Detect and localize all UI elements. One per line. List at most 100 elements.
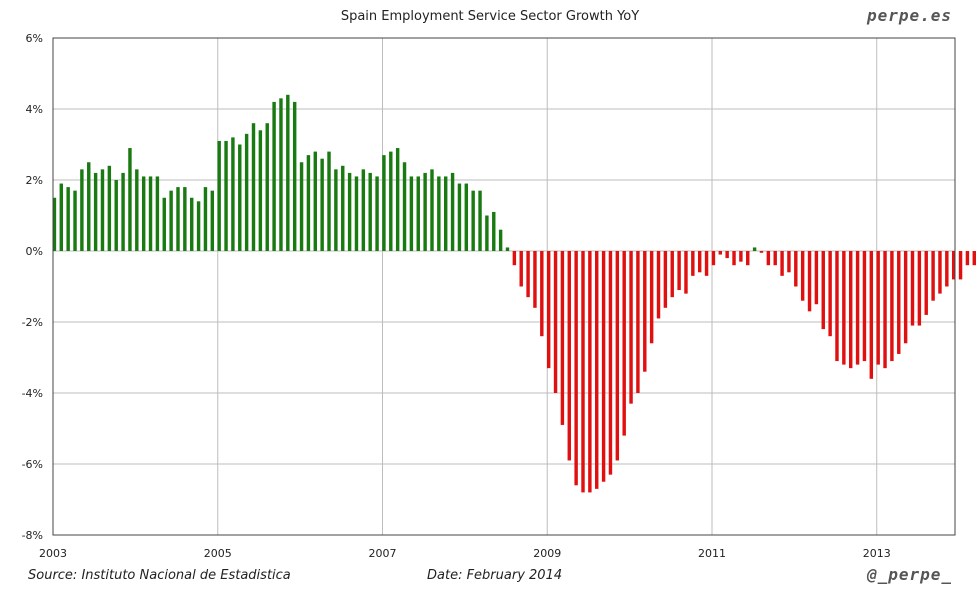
- bar: [821, 251, 825, 330]
- bar: [361, 169, 366, 251]
- bar: [347, 172, 352, 251]
- x-tick-label: 2013: [863, 547, 891, 560]
- bar: [80, 169, 84, 251]
- bar: [464, 183, 469, 251]
- bar: [59, 183, 64, 251]
- bar: [519, 251, 523, 287]
- bar: [409, 176, 414, 251]
- bar: [588, 251, 592, 493]
- bar: [842, 251, 846, 365]
- bar: [265, 123, 269, 251]
- bar: [121, 172, 125, 251]
- bar: [601, 251, 606, 482]
- bar: [437, 176, 441, 251]
- bar: [114, 180, 118, 251]
- y-axis-ticks: 6% 4% 2% 0% -2% -4% -6% -8%: [22, 32, 43, 542]
- bar: [389, 151, 393, 251]
- bar: [546, 251, 551, 369]
- bar: [883, 251, 887, 369]
- bar: [135, 169, 139, 251]
- bar: [416, 176, 420, 251]
- bar: [292, 101, 297, 252]
- bar: [217, 140, 221, 251]
- bar: [615, 251, 620, 461]
- bar: [746, 251, 750, 266]
- bar: [402, 162, 407, 251]
- bar: [203, 187, 208, 251]
- bar: [677, 251, 681, 291]
- bar: [478, 190, 482, 251]
- y-tick-label: 2%: [26, 174, 43, 187]
- bar: [739, 251, 743, 262]
- bar: [800, 251, 805, 301]
- bar: [471, 190, 475, 251]
- bars: [52, 94, 976, 493]
- bar: [663, 251, 668, 308]
- y-tick-label: -4%: [22, 387, 43, 400]
- bar: [869, 251, 874, 379]
- bar: [890, 251, 894, 362]
- bar: [649, 251, 654, 344]
- bar: [66, 187, 70, 251]
- x-axis-ticks: 2003 2005 2007 2009 2011 2013: [39, 547, 891, 560]
- bar: [643, 251, 647, 372]
- bar: [512, 251, 517, 266]
- bar: [910, 251, 915, 326]
- bar: [938, 251, 942, 294]
- bar: [835, 251, 839, 362]
- bar: [93, 172, 98, 251]
- bar: [849, 251, 853, 369]
- bar: [505, 247, 510, 251]
- y-tick-label: -2%: [22, 316, 43, 329]
- bar: [794, 251, 798, 287]
- bar: [526, 251, 530, 298]
- x-tick-label: 2003: [39, 547, 67, 560]
- bar: [897, 251, 901, 354]
- bar: [828, 251, 832, 337]
- x-tick-label: 2007: [368, 547, 396, 560]
- bar: [581, 251, 585, 493]
- bar: [279, 98, 283, 251]
- bar: [636, 251, 640, 393]
- bar: [876, 251, 880, 365]
- bar: [141, 176, 146, 251]
- bar: [540, 251, 544, 337]
- x-tick-label: 2005: [204, 547, 232, 560]
- bar: [759, 251, 764, 253]
- bar: [457, 183, 462, 251]
- bar: [299, 162, 304, 251]
- y-tick-label: 0%: [26, 245, 43, 258]
- date-note: Date: February 2014: [427, 568, 563, 583]
- plot-frame: [52, 37, 956, 536]
- x-tick-label: 2011: [698, 547, 726, 560]
- bar: [553, 251, 558, 393]
- bar: [327, 151, 331, 251]
- bar: [972, 251, 976, 266]
- bar: [752, 247, 757, 251]
- bar: [965, 251, 970, 266]
- bar: [787, 251, 791, 273]
- bar: [917, 251, 922, 326]
- bar: [395, 148, 400, 251]
- bar: [855, 251, 860, 365]
- x-tick-label: 2009: [533, 547, 561, 560]
- bar: [670, 251, 674, 298]
- bar: [732, 251, 736, 266]
- bar: [334, 169, 338, 251]
- bar: [814, 251, 819, 305]
- bar: [320, 158, 324, 251]
- bar: [238, 144, 242, 251]
- bar: [718, 251, 723, 255]
- bar: [622, 251, 626, 436]
- bar: [368, 172, 372, 251]
- bar: [656, 251, 661, 319]
- bar: [244, 133, 249, 251]
- bar: [286, 94, 290, 251]
- bar: [684, 251, 688, 294]
- bar: [492, 211, 496, 251]
- bar: [100, 169, 105, 251]
- bar: [711, 251, 716, 266]
- bar: [196, 201, 201, 251]
- bar: [148, 176, 153, 251]
- bar: [183, 187, 187, 251]
